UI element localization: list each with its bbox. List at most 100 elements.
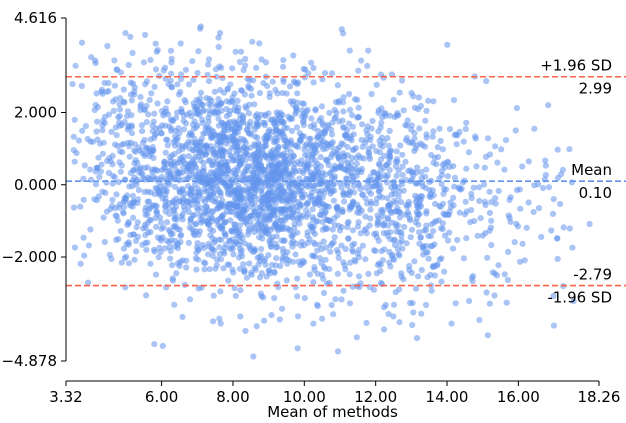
data-point <box>355 104 362 111</box>
data-point <box>151 110 158 117</box>
data-point <box>246 260 253 267</box>
data-point <box>232 48 239 55</box>
data-point <box>542 171 550 179</box>
data-point <box>117 148 124 155</box>
data-point <box>428 152 435 159</box>
data-point <box>254 134 261 141</box>
data-point <box>335 249 342 256</box>
data-point <box>349 123 356 130</box>
data-point <box>353 334 360 341</box>
data-point <box>91 107 98 114</box>
data-point <box>115 114 122 121</box>
data-point <box>287 227 294 234</box>
data-point <box>406 266 413 274</box>
data-point <box>390 301 398 308</box>
mean-label-bottom: 0.10 <box>579 184 612 202</box>
data-point <box>307 135 314 142</box>
data-point <box>117 95 124 102</box>
data-point <box>459 179 466 186</box>
data-point <box>206 107 213 114</box>
data-point <box>202 129 209 137</box>
data-point <box>130 214 137 221</box>
data-point <box>142 224 149 231</box>
data-point <box>495 187 502 195</box>
data-point <box>165 168 172 175</box>
data-point <box>412 198 419 205</box>
data-point <box>340 259 347 266</box>
data-point <box>355 113 362 120</box>
data-point <box>280 118 287 126</box>
data-point <box>134 159 141 166</box>
data-point <box>80 175 87 182</box>
data-point <box>227 217 234 224</box>
data-point <box>444 41 451 48</box>
data-point <box>118 141 126 148</box>
data-point <box>186 145 193 152</box>
data-point <box>142 81 149 88</box>
data-point <box>278 182 285 189</box>
data-point <box>124 126 131 133</box>
data-point <box>399 172 406 179</box>
data-point <box>270 146 277 154</box>
data-point <box>416 240 423 247</box>
data-point <box>146 147 154 154</box>
data-point <box>234 174 241 181</box>
data-point <box>400 107 407 114</box>
data-point <box>302 66 309 73</box>
data-point <box>100 214 107 221</box>
data-point <box>144 239 151 246</box>
data-point <box>355 67 362 74</box>
data-point <box>414 164 421 171</box>
data-point <box>545 102 552 109</box>
data-point <box>396 89 403 96</box>
data-point <box>133 178 140 185</box>
data-point <box>70 204 78 211</box>
data-point <box>209 208 216 216</box>
data-point <box>93 197 101 204</box>
data-point <box>265 132 272 139</box>
data-point <box>326 217 333 224</box>
data-point <box>364 62 371 69</box>
data-point <box>99 122 106 129</box>
data-point <box>239 114 247 121</box>
data-point <box>405 201 412 208</box>
data-point <box>146 96 153 104</box>
data-point <box>229 137 236 144</box>
data-point <box>311 125 318 132</box>
data-point <box>366 155 373 163</box>
data-point <box>211 108 219 115</box>
data-point <box>168 59 175 66</box>
data-point <box>69 81 76 88</box>
data-point <box>299 100 306 107</box>
data-point <box>133 248 140 255</box>
data-point <box>211 247 218 254</box>
data-point <box>463 208 470 215</box>
data-point <box>399 77 406 84</box>
data-point <box>241 91 248 98</box>
data-point <box>481 164 488 171</box>
data-point <box>314 303 321 310</box>
data-point <box>310 64 317 72</box>
data-point <box>506 196 513 203</box>
data-point <box>362 140 369 147</box>
data-point <box>108 128 115 135</box>
data-point <box>139 171 146 178</box>
data-point <box>236 265 243 272</box>
data-point <box>149 122 156 129</box>
data-point <box>502 137 510 144</box>
data-point <box>131 147 138 154</box>
data-point <box>314 160 321 167</box>
data-point <box>219 75 226 82</box>
data-point <box>200 259 207 266</box>
data-point <box>292 142 299 149</box>
data-point <box>208 131 215 139</box>
data-point <box>217 320 224 327</box>
data-point <box>248 85 255 92</box>
data-point <box>157 219 165 226</box>
data-point <box>183 257 190 264</box>
data-point <box>302 152 309 159</box>
data-point <box>197 23 204 30</box>
data-point <box>87 176 95 183</box>
data-point <box>179 313 186 320</box>
data-point <box>512 127 519 134</box>
